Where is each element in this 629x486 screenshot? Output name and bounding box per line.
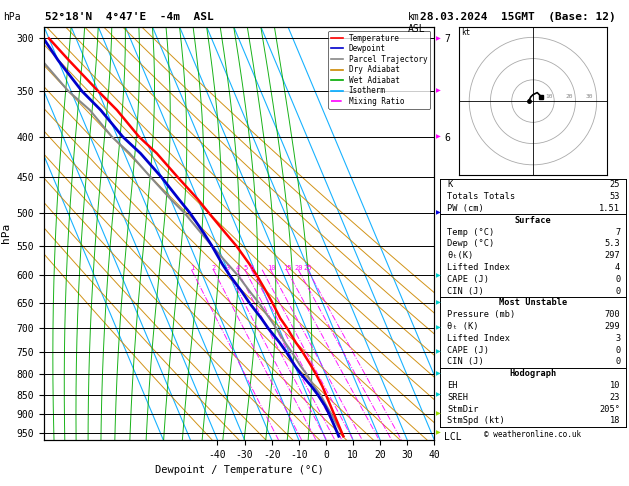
Text: StmSpd (kt): StmSpd (kt) [447,417,505,425]
Text: 6: 6 [250,265,254,271]
Y-axis label: hPa: hPa [1,223,11,243]
Text: 20: 20 [566,94,573,99]
Text: 299: 299 [604,322,620,331]
Text: StmDir: StmDir [447,404,479,414]
Text: 28.03.2024  15GMT  (Base: 12): 28.03.2024 15GMT (Base: 12) [420,12,615,22]
Text: Totals Totals: Totals Totals [447,192,516,201]
Text: CAPE (J): CAPE (J) [447,346,489,354]
Text: 5.3: 5.3 [604,240,620,248]
Text: 15: 15 [283,265,291,271]
Text: Lifted Index: Lifted Index [447,263,511,272]
Text: ▶: ▶ [436,273,441,278]
Text: ▶: ▶ [436,134,441,139]
Text: θₜ(K): θₜ(K) [447,251,474,260]
Text: ASL: ASL [408,24,425,35]
Text: 0: 0 [615,346,620,354]
Text: 700: 700 [604,310,620,319]
Text: ▶: ▶ [436,412,441,417]
Text: 0: 0 [615,287,620,295]
Text: Surface: Surface [515,216,551,225]
Text: 3: 3 [615,334,620,343]
Text: 1.51: 1.51 [599,204,620,213]
Text: 25: 25 [304,265,313,271]
Text: θₜ (K): θₜ (K) [447,322,479,331]
Text: 7: 7 [615,227,620,237]
Text: 4: 4 [235,265,240,271]
Text: Lifted Index: Lifted Index [447,334,511,343]
Text: ▶: ▶ [436,371,441,376]
Text: 25: 25 [610,180,620,190]
Text: CIN (J): CIN (J) [447,287,484,295]
Text: ▶: ▶ [436,392,441,397]
Text: K: K [447,180,453,190]
Text: 205°: 205° [599,404,620,414]
Text: 1: 1 [190,265,194,271]
Text: Dewp (°C): Dewp (°C) [447,240,495,248]
Text: Pressure (mb): Pressure (mb) [447,310,516,319]
Text: 30: 30 [586,94,594,99]
Text: ▶: ▶ [436,430,441,435]
Text: km: km [408,12,420,22]
Text: ▶: ▶ [436,88,441,94]
Text: 4: 4 [615,263,620,272]
Text: ▶: ▶ [436,210,441,216]
Text: 10: 10 [610,381,620,390]
Text: 2: 2 [212,265,216,271]
Text: kt: kt [460,28,470,37]
Text: 5: 5 [243,265,248,271]
Text: 0: 0 [615,275,620,284]
Text: SREH: SREH [447,393,469,402]
Text: Hodograph: Hodograph [509,369,557,378]
Text: CIN (J): CIN (J) [447,357,484,366]
Text: ▶: ▶ [436,36,441,41]
Text: CAPE (J): CAPE (J) [447,275,489,284]
Text: ▶: ▶ [436,300,441,305]
Text: Most Unstable: Most Unstable [499,298,567,307]
Text: 52°18'N  4°47'E  -4m  ASL: 52°18'N 4°47'E -4m ASL [45,12,214,22]
Text: 53: 53 [610,192,620,201]
Y-axis label: Mixing Ratio (g/kg): Mixing Ratio (g/kg) [464,186,473,281]
Text: 297: 297 [604,251,620,260]
Text: EH: EH [447,381,458,390]
Text: 3: 3 [225,265,230,271]
Text: © weatheronline.co.uk: © weatheronline.co.uk [484,430,581,439]
Text: Temp (°C): Temp (°C) [447,227,495,237]
Text: 10: 10 [267,265,276,271]
X-axis label: Dewpoint / Temperature (°C): Dewpoint / Temperature (°C) [155,465,323,475]
Text: 20: 20 [294,265,303,271]
Text: ▶: ▶ [436,349,441,354]
Text: ▶: ▶ [436,326,441,330]
Text: 18: 18 [610,417,620,425]
Text: hPa: hPa [3,12,21,22]
Text: 0: 0 [615,357,620,366]
Text: PW (cm): PW (cm) [447,204,484,213]
Text: 23: 23 [610,393,620,402]
Text: 10: 10 [545,94,553,99]
Legend: Temperature, Dewpoint, Parcel Trajectory, Dry Adiabat, Wet Adiabat, Isotherm, Mi: Temperature, Dewpoint, Parcel Trajectory… [328,31,430,109]
